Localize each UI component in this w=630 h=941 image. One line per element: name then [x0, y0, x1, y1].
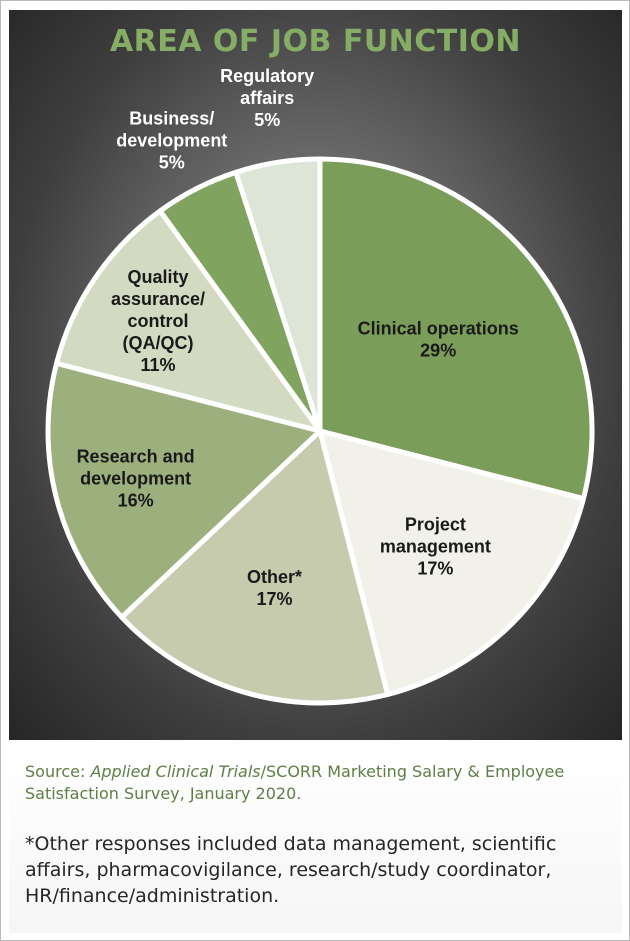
slice-name-line: development [116, 131, 227, 151]
slice-name-line: Project [405, 515, 466, 535]
pie-slice-other [119, 428, 391, 706]
slice-name-line: management [380, 537, 491, 557]
slice-name-line: affairs [240, 88, 294, 108]
pie-chart: Clinical operations 29%Project management 1… [45, 66, 595, 706]
slice-value-label: 17% [256, 589, 292, 609]
slice-value-label: 11% [140, 355, 175, 375]
slice-name-line: assurance/ [111, 289, 205, 309]
slice-name-line: Research and [77, 447, 195, 467]
slice-name-line: development [80, 469, 191, 489]
pie-slice-research-and-development [45, 360, 323, 620]
slice-label-3: Research and development 16% [77, 447, 195, 511]
slice-label-5: Business/development 5% [116, 109, 227, 173]
notes-panel: Source: Applied Clinical Trials/SCORR Ma… [9, 745, 622, 933]
slice-label-1: Project management 17% [380, 515, 491, 579]
source-suffix: /SCORR Marketing Salary & Employee Satis… [25, 762, 565, 803]
footnote: *Other responses included data managemen… [25, 833, 557, 907]
slice-label-2: Other* 17% [247, 567, 302, 609]
slice-label-0: Clinical operations 29% [358, 319, 519, 361]
slice-label-4: Quality assurance/control (QA/QC) 11% [111, 267, 205, 375]
slice-name-line: Regulatory [220, 66, 314, 86]
slice-value-label: 29% [420, 341, 456, 361]
slice-name-line: Quality [127, 267, 188, 287]
slice-name-line: Business/ [129, 109, 214, 129]
slice-name-line: Clinical operations [358, 319, 519, 339]
slice-name-line: Other* [247, 567, 302, 587]
pie-slice-quality-assurance-control-qa-qc [54, 208, 323, 434]
source-publication: Applied Clinical Trials [90, 762, 261, 781]
slice-value-label: 16% [118, 491, 154, 511]
slice-value-label: 17% [417, 559, 453, 579]
slice-value-label: 5% [254, 110, 280, 130]
pie-slice-regulatory-affairs [233, 156, 323, 434]
pie-slice-clinical-operations [317, 156, 595, 502]
pie-slice-project-management [317, 428, 586, 697]
slice-value-label: 5% [159, 153, 185, 173]
source-citation: Source: Applied Clinical Trials/SCORR Ma… [25, 761, 615, 805]
source-prefix: Source: [25, 762, 91, 781]
slice-label-6: Regulatory affairs 5% [220, 66, 314, 130]
chart-title: AREA OF JOB FUNCTION [109, 24, 522, 59]
slice-labels: Clinical operations 29%Project management 1… [77, 66, 519, 609]
slice-name-line: (QA/QC) [123, 333, 194, 353]
slice-name-line: control [128, 311, 189, 331]
chart-panel: Clinical operations 29% Project management 1… [9, 10, 622, 740]
